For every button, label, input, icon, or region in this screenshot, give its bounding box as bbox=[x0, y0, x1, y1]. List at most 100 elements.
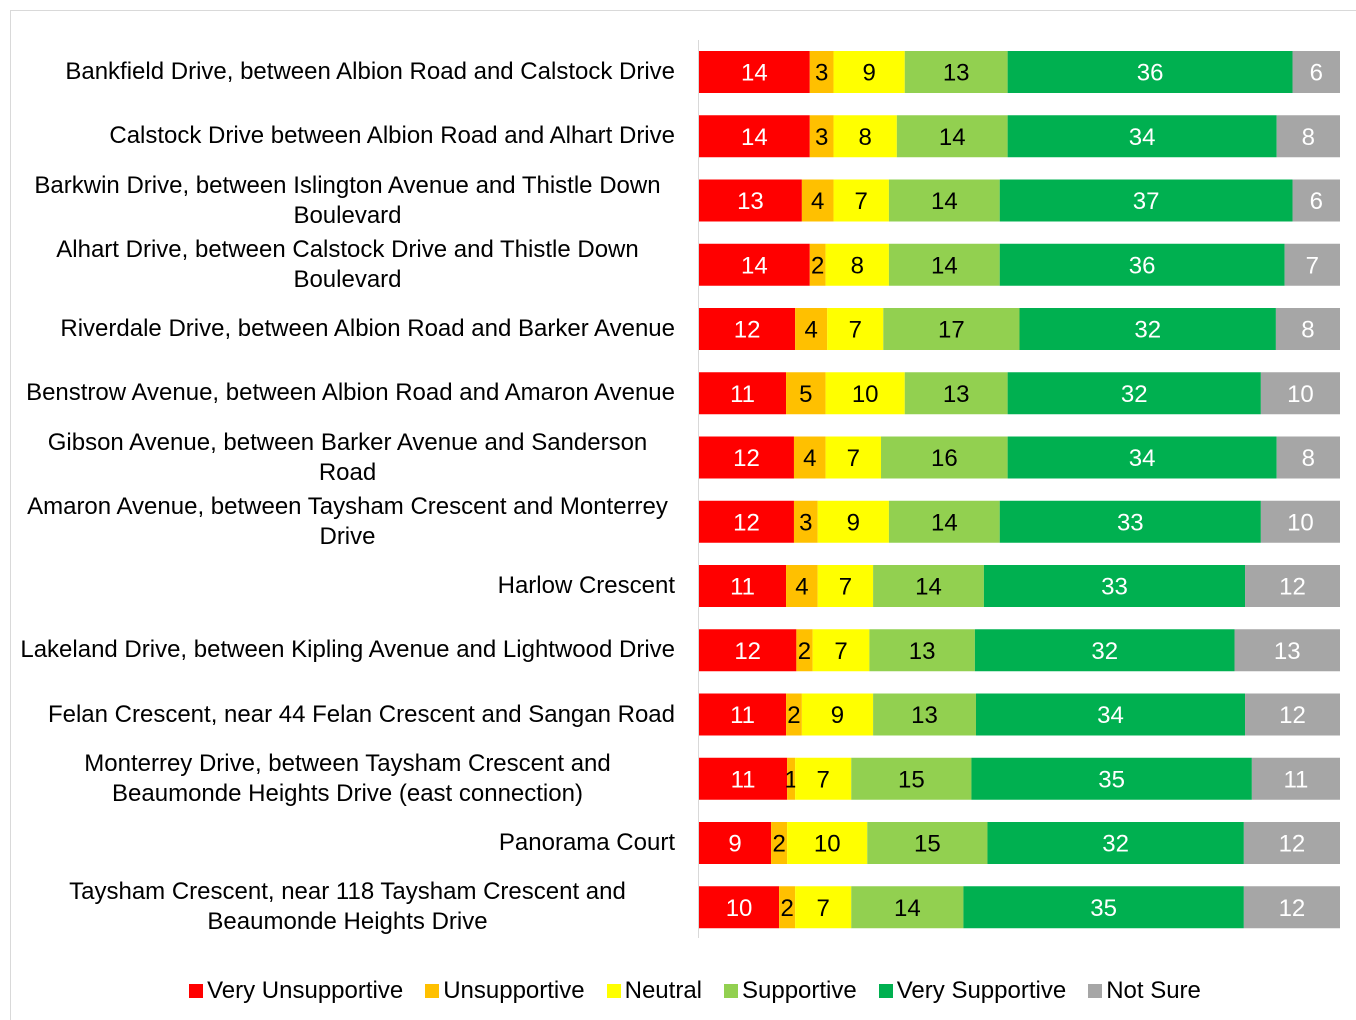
bar-segment bbox=[883, 308, 1020, 350]
category-label: Bankfield Drive, between Albion Road and… bbox=[65, 58, 675, 85]
data-label: 7 bbox=[817, 766, 830, 793]
bar-segment bbox=[793, 436, 826, 479]
bar-segment bbox=[881, 436, 1008, 479]
data-label: 3 bbox=[815, 124, 828, 151]
bar-segment bbox=[1292, 51, 1340, 93]
data-label: 7 bbox=[855, 188, 868, 215]
bar-segment bbox=[1260, 500, 1340, 543]
data-label: 14 bbox=[741, 124, 768, 151]
bar-segment bbox=[827, 308, 884, 350]
legend-swatch bbox=[1088, 984, 1103, 998]
data-label: 7 bbox=[839, 574, 852, 601]
data-label: 15 bbox=[914, 831, 941, 858]
data-label: 33 bbox=[1117, 509, 1144, 536]
legend-item: Very Unsupportive bbox=[189, 976, 403, 1006]
data-label: 12 bbox=[734, 638, 761, 665]
data-label: 4 bbox=[811, 188, 824, 215]
bar-segment bbox=[1245, 565, 1340, 607]
data-label: 11 bbox=[730, 702, 755, 729]
bar-segment bbox=[801, 693, 874, 736]
bar-segment bbox=[873, 693, 976, 736]
data-label: 2 bbox=[787, 702, 800, 729]
bar-segment bbox=[786, 372, 826, 415]
data-label: 9 bbox=[728, 831, 741, 858]
legend-label: Unsupportive bbox=[443, 977, 585, 1004]
data-label: 12 bbox=[1279, 574, 1306, 601]
bar-segment bbox=[809, 115, 834, 158]
bar-segment bbox=[699, 243, 810, 286]
data-label: 1 bbox=[784, 766, 797, 793]
bar-segment bbox=[1007, 372, 1261, 415]
bar-segment bbox=[833, 51, 905, 93]
data-label: 10 bbox=[726, 895, 753, 922]
bar-segment bbox=[699, 372, 787, 415]
data-label: 32 bbox=[1102, 831, 1129, 858]
data-label: 4 bbox=[803, 445, 816, 472]
frame bbox=[10, 10, 1356, 1020]
data-label: 34 bbox=[1097, 702, 1124, 729]
bar-segment bbox=[699, 115, 810, 158]
data-label: 14 bbox=[939, 124, 966, 151]
data-label: 9 bbox=[831, 702, 844, 729]
bar-segment bbox=[795, 757, 852, 800]
data-label: 6 bbox=[1310, 188, 1323, 215]
bar-segment bbox=[971, 757, 1252, 800]
data-label: 6 bbox=[1310, 60, 1323, 87]
bar-segment bbox=[809, 243, 826, 286]
bar-segment bbox=[896, 115, 1008, 158]
legend-label: Not Sure bbox=[1106, 977, 1201, 1004]
bar-segment bbox=[699, 822, 772, 864]
data-label: 8 bbox=[1302, 124, 1315, 151]
legend-swatch bbox=[724, 984, 738, 998]
category-label: Monterrey Drive, between Taysham Crescen… bbox=[84, 749, 611, 807]
bar-segment bbox=[699, 436, 794, 479]
data-label: 4 bbox=[804, 317, 817, 344]
bar-segment bbox=[699, 308, 796, 350]
bar-segment bbox=[825, 436, 882, 479]
bar-segment bbox=[699, 886, 780, 929]
category-label: Taysham Crescent, near 118 Taysham Cresc… bbox=[69, 878, 626, 936]
data-label: 11 bbox=[730, 574, 755, 601]
bar-segment bbox=[1007, 51, 1293, 93]
category-label: Panorama Court bbox=[498, 829, 675, 856]
bar-segment bbox=[795, 886, 852, 929]
category-label: Harlow Crescent bbox=[497, 572, 675, 599]
bar-segment bbox=[833, 179, 889, 222]
bar-segment bbox=[904, 51, 1008, 93]
bar-segment bbox=[787, 757, 796, 800]
bar-segment bbox=[699, 693, 787, 736]
data-label: 8 bbox=[1302, 445, 1315, 472]
data-label: 14 bbox=[931, 509, 958, 536]
bar-segment bbox=[796, 629, 813, 672]
data-label: 34 bbox=[1129, 445, 1156, 472]
data-label: 12 bbox=[1279, 702, 1306, 729]
bar-segment bbox=[867, 822, 988, 864]
bar-segment bbox=[963, 886, 1244, 929]
legend-label: Very Supportive bbox=[896, 977, 1067, 1004]
data-label: 8 bbox=[859, 124, 872, 151]
bar-segment bbox=[793, 500, 818, 543]
data-label: 9 bbox=[862, 60, 875, 87]
data-label: 10 bbox=[1287, 381, 1314, 408]
bar-segment bbox=[699, 629, 797, 672]
data-label: 13 bbox=[943, 381, 970, 408]
bar-segment bbox=[1276, 436, 1340, 479]
data-label: 14 bbox=[894, 895, 921, 922]
bar-segment bbox=[1243, 822, 1340, 864]
category-label: Gibson Avenue, between Barker Avenue and… bbox=[47, 428, 648, 486]
data-label: 13 bbox=[911, 702, 938, 729]
bar-segment bbox=[809, 51, 834, 93]
data-label: 5 bbox=[799, 381, 812, 408]
data-label: 17 bbox=[938, 317, 965, 344]
data-label: 32 bbox=[1121, 381, 1148, 408]
category-label: Benstrow Avenue, between Albion Road and… bbox=[26, 379, 675, 407]
bar-segment bbox=[999, 243, 1285, 286]
data-label: 15 bbox=[898, 766, 925, 793]
data-label: 12 bbox=[1279, 831, 1306, 858]
data-label: 36 bbox=[1129, 252, 1156, 279]
bar-segment bbox=[1260, 372, 1340, 415]
data-label: 11 bbox=[730, 381, 755, 408]
bar-segment bbox=[787, 822, 868, 864]
data-label: 14 bbox=[741, 60, 768, 87]
